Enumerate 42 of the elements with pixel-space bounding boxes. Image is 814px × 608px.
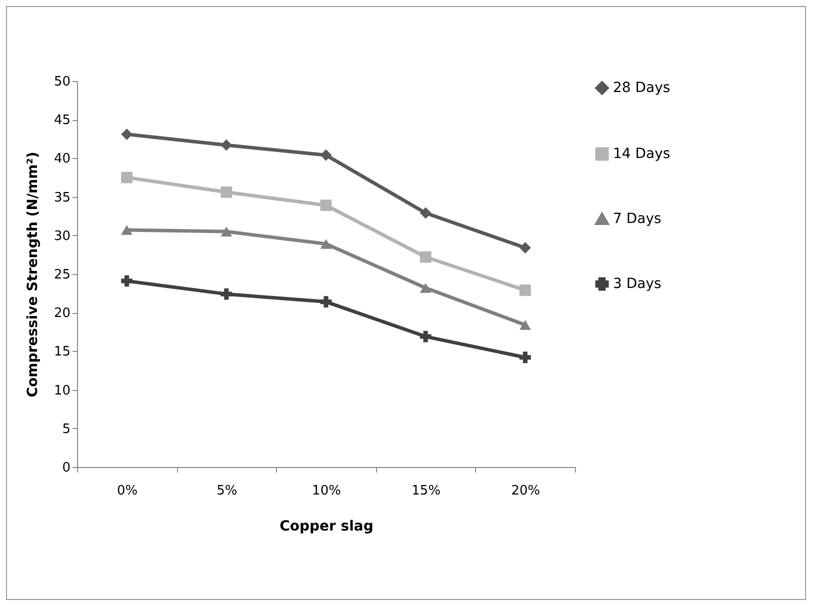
legend-label: 3 Days <box>613 276 662 292</box>
legend-label: 28 Days <box>613 80 670 96</box>
point <box>220 226 232 236</box>
x-tick-label: 20% <box>511 484 540 498</box>
y-tick-label: 45 <box>54 113 70 128</box>
y-tick-label: 35 <box>54 190 70 206</box>
point <box>320 296 332 308</box>
x-axis-title: Copper slag <box>280 518 374 534</box>
point <box>420 207 432 219</box>
y-tick-label: 25 <box>54 268 70 282</box>
point <box>520 242 531 254</box>
x-tick-label: 5% <box>216 484 238 498</box>
point <box>220 288 232 300</box>
y-tick-label: 50 <box>54 74 70 90</box>
point <box>520 320 531 330</box>
y-tick-label: 0 <box>62 460 70 476</box>
x-tick-label: 10% <box>312 484 341 498</box>
y-axis-title: Compressive Strength (N/mm²) <box>24 152 41 398</box>
point <box>320 200 332 211</box>
y-tick-label: 5 <box>62 422 70 437</box>
point <box>520 352 531 364</box>
x-tick-label: 0% <box>116 484 138 498</box>
legend-label: 7 Days <box>613 211 662 227</box>
point <box>121 172 132 184</box>
point <box>320 149 332 161</box>
point <box>220 186 232 198</box>
point <box>420 251 432 263</box>
x-tick-label: 15% <box>412 484 441 498</box>
point <box>121 225 132 235</box>
y-tick-label: 30 <box>54 228 70 244</box>
legend-label: 14 Days <box>613 146 670 162</box>
y-tick-label: 20 <box>54 306 70 322</box>
point <box>121 275 132 287</box>
point <box>420 330 432 342</box>
y-tick-label: 15 <box>54 344 70 360</box>
point <box>121 128 132 140</box>
y-tick-label: 40 <box>54 152 70 167</box>
y-tick-label: 10 <box>54 383 70 398</box>
point <box>220 139 232 151</box>
point <box>520 284 531 296</box>
point <box>420 282 432 293</box>
point <box>320 238 332 249</box>
